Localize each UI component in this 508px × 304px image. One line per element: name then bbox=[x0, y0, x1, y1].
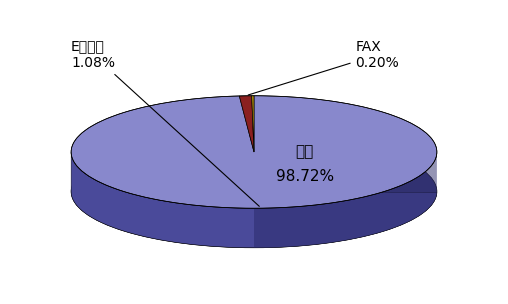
Polygon shape bbox=[71, 152, 437, 248]
Polygon shape bbox=[251, 96, 254, 152]
Text: 98.72%: 98.72% bbox=[276, 169, 334, 184]
Text: 電話: 電話 bbox=[296, 144, 314, 160]
Ellipse shape bbox=[71, 135, 437, 248]
Polygon shape bbox=[254, 152, 437, 248]
Text: FAX
0.20%: FAX 0.20% bbox=[248, 40, 399, 95]
Polygon shape bbox=[71, 96, 437, 208]
Polygon shape bbox=[239, 96, 254, 152]
Text: Eメール
1.08%: Eメール 1.08% bbox=[71, 40, 259, 206]
